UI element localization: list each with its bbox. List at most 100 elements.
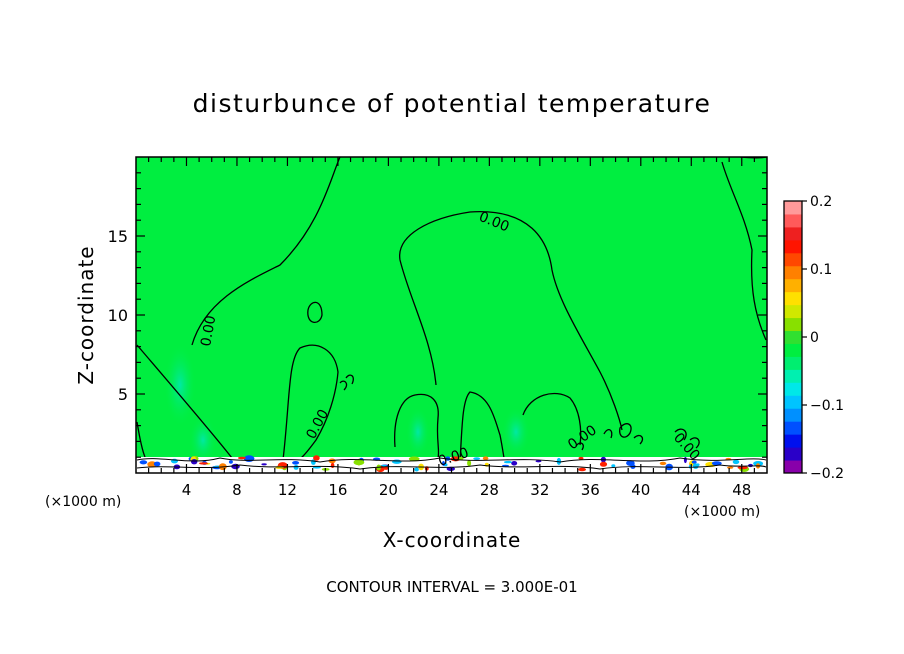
contour-line bbox=[575, 442, 584, 451]
colorbar-tick-label: −0.2 bbox=[810, 466, 844, 482]
y-tick-label: 5 bbox=[118, 385, 128, 404]
x-tick-label: 24 bbox=[429, 481, 448, 499]
surface-blob bbox=[503, 460, 512, 464]
x-tick-label: 20 bbox=[379, 481, 398, 499]
contour-line bbox=[282, 344, 339, 463]
colorbar-swatch bbox=[784, 369, 802, 383]
surface-layer bbox=[136, 455, 767, 473]
x-tick-label: 16 bbox=[328, 481, 347, 499]
surface-blobs bbox=[139, 455, 764, 473]
colorbar-swatch bbox=[784, 226, 802, 241]
contour-line bbox=[191, 157, 341, 346]
contour-line bbox=[339, 380, 348, 391]
colorbar-swatch bbox=[784, 421, 802, 435]
surface-blob bbox=[578, 456, 584, 460]
x-tick-label: 4 bbox=[182, 481, 192, 499]
surface-blob bbox=[737, 466, 748, 470]
colorbar-swatch bbox=[784, 265, 802, 280]
surface-blob bbox=[313, 455, 320, 461]
surface-blob bbox=[392, 459, 402, 464]
contour-line bbox=[399, 211, 623, 431]
contour-line bbox=[633, 434, 644, 445]
colorbar: 0.2 0.1 0 −0.1 −0.2 bbox=[783, 194, 844, 482]
y-tick-label: 15 bbox=[108, 227, 128, 246]
surface-blob bbox=[511, 461, 518, 466]
contour-line bbox=[459, 391, 505, 463]
surface-blob bbox=[692, 463, 699, 469]
y-tick-label: 10 bbox=[108, 306, 128, 325]
field-fill bbox=[136, 157, 767, 473]
contour-line bbox=[394, 393, 440, 459]
x-tick-label: 32 bbox=[530, 481, 549, 499]
colorbar-swatch bbox=[784, 252, 802, 267]
surface-blob bbox=[442, 461, 445, 466]
colorbar-swatch bbox=[784, 434, 802, 448]
contour-line bbox=[721, 161, 767, 341]
colorbar-tick-label: 0.2 bbox=[810, 194, 832, 210]
surface-blob bbox=[691, 460, 697, 464]
x-tick-label: 40 bbox=[631, 481, 650, 499]
y-axis: 5 10 15 bbox=[108, 172, 767, 458]
colorbar-swatch bbox=[784, 330, 802, 344]
chart-title: disturbunce of potential temperature bbox=[193, 89, 712, 118]
colorbar-tick-label: 0 bbox=[810, 330, 819, 346]
contour-line bbox=[307, 301, 323, 323]
contour-line bbox=[674, 428, 687, 441]
x-axis-label: X-coordinate bbox=[383, 528, 522, 552]
surface-blob bbox=[659, 461, 667, 466]
surface-blob bbox=[139, 460, 148, 465]
x-tick-label: 28 bbox=[480, 481, 499, 499]
plot-area bbox=[136, 157, 767, 473]
colorbar-swatch bbox=[784, 343, 802, 357]
colorbar-swatch bbox=[784, 395, 802, 409]
cyan-region bbox=[164, 343, 196, 427]
surface-blob bbox=[414, 467, 419, 472]
surface-blob bbox=[292, 461, 300, 465]
contour-line bbox=[619, 423, 632, 438]
cyan-region bbox=[502, 407, 530, 457]
colorbar-swatch bbox=[784, 460, 802, 474]
x-axis: 4 8 12 16 20 24 28 32 36 40 44 48 bbox=[148, 157, 755, 499]
contour-label: 0.00 bbox=[198, 314, 219, 347]
surface-blob bbox=[457, 456, 464, 460]
colorbar-swatch bbox=[784, 447, 802, 461]
colorbar-swatch bbox=[784, 408, 802, 422]
contour-line bbox=[603, 429, 613, 439]
contour-line bbox=[345, 374, 354, 385]
contour-line bbox=[136, 344, 237, 463]
colorbar-swatch bbox=[784, 201, 802, 215]
surface-blob bbox=[353, 459, 365, 466]
colorbar-swatch bbox=[784, 213, 802, 228]
surface-blob bbox=[599, 461, 608, 467]
surface-blob bbox=[231, 463, 240, 470]
surface-blob bbox=[727, 466, 734, 469]
x-unit-right: (×1000 m) bbox=[684, 504, 760, 520]
x-tick-label: 8 bbox=[232, 481, 242, 499]
surface-blob bbox=[626, 460, 635, 466]
colorbar-swatch bbox=[784, 304, 802, 319]
surface-blob bbox=[153, 461, 161, 467]
surface-blob bbox=[578, 467, 586, 472]
surface-blob bbox=[711, 461, 722, 466]
surface-blob bbox=[408, 456, 420, 462]
surface-blob bbox=[473, 457, 481, 460]
surface-blob bbox=[482, 456, 489, 461]
colorbar-swatch bbox=[784, 239, 802, 254]
x-tick-label: 36 bbox=[581, 481, 600, 499]
surface-blob bbox=[446, 466, 455, 471]
cyan-region bbox=[189, 415, 217, 465]
contour-interval-note: CONTOUR INTERVAL = 3.000E-01 bbox=[326, 578, 577, 596]
surface-blob bbox=[191, 459, 198, 465]
cyan-region bbox=[406, 407, 430, 457]
surface-blob bbox=[243, 455, 255, 462]
surface-blob bbox=[261, 463, 267, 466]
surface-blob bbox=[199, 462, 208, 465]
surface-blob bbox=[237, 456, 246, 460]
surface-blob bbox=[228, 460, 233, 464]
contour-line bbox=[522, 392, 582, 446]
colorbar-tick-label: −0.1 bbox=[810, 398, 844, 414]
x-tick-label: 48 bbox=[732, 481, 751, 499]
colorbar-swatch bbox=[784, 291, 802, 306]
y-axis-label: Z-coordinate bbox=[74, 245, 98, 384]
